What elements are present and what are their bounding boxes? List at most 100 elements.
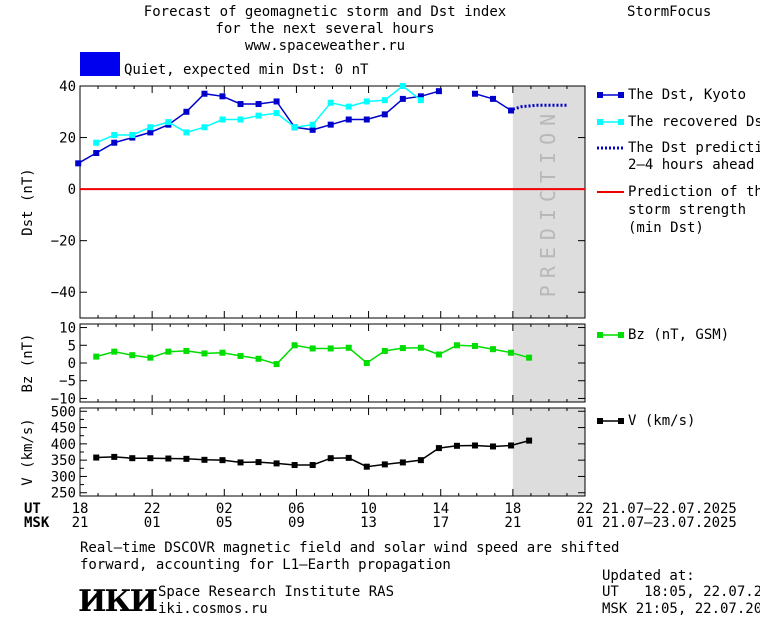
bz-panel-frame [79,323,586,403]
bz-bz-nt-gsm-point [129,352,136,359]
bz-bz-nt-gsm-point [508,349,515,356]
dst-the-dst-kyoto-point [111,139,118,146]
legend-prediction-line-1: The Dst prediction [628,140,760,156]
bz-bz-nt-gsm-point [309,345,316,352]
ut-tick-label: 22 [576,501,594,517]
ut-tick-label: 22 [143,501,161,517]
institute-site[interactable]: iki.cosmos.ru [158,601,268,617]
dst-y-tick-label: 40 [59,79,76,95]
prediction-band-label: PREDICTION [536,107,560,297]
bz-bz-nt-gsm-point [93,353,100,360]
dst-the-recovered-dst-point [183,129,190,136]
bz-y-tick-label: −10 [51,391,76,407]
v-v-km-s-legend-marker [618,418,624,424]
legend-recovered-dst: The recovered Dst [628,114,760,130]
bz-bz-nt-gsm-point [345,344,352,351]
dst-panel-frame [79,85,586,319]
dst-the-dst-kyoto-point [363,116,370,123]
v-y-tick-label: 300 [51,469,76,485]
v-v-km-s-point [417,457,424,464]
msk-tick-label: 09 [287,515,305,531]
v-v-km-s-point [381,461,388,468]
dst-the-dst-kyoto-point [435,88,442,95]
dst-the-recovered-dst-point [363,98,370,105]
v-panel-frame [79,407,586,497]
dst-the-recovered-dst-point [381,97,388,104]
dst-the-recovered-dst-legend-marker [618,119,624,125]
dst-the-dst-kyoto-point [219,93,226,100]
v-v-km-s-point [111,453,118,460]
ut-tick-label: 14 [432,501,450,517]
bz-bz-nt-gsm-point [471,342,478,349]
v-v-km-s-point [273,460,280,467]
v-v-km-s-point [237,459,244,466]
v-v-km-s-point [435,445,442,452]
dst-the-dst-kyoto-point [273,98,280,105]
legend-v: V (km/s) [628,413,696,429]
ut-date-range: 21.07–22.07.2025 [602,501,737,517]
msk-tick-label: 21 [504,515,522,531]
dst-the-dst-kyoto-point [201,90,208,97]
bz-bz-nt-gsm-point [381,347,388,354]
v-v-km-s-point [399,459,406,466]
bz-bz-nt-gsm-point [327,345,334,352]
v-v-km-s-point [508,442,515,449]
brand-name: StormFocus [627,4,712,20]
dst-the-recovered-dst-point [417,97,424,104]
dst-the-recovered-dst-point [93,139,100,146]
dst-the-recovered-dst-point [147,124,154,131]
dst-the-recovered-dst-point [399,83,406,89]
dst-the-recovered-dst-point [309,121,316,128]
v-v-km-s-point [526,437,533,444]
dst-the-recovered-dst-point [201,124,208,131]
v-y-tick-label: 250 [51,486,76,502]
footer-note-line-1: Real–time DSCOVR magnetic field and sola… [80,540,620,556]
msk-tick-label: 01 [143,515,161,531]
msk-date-range: 21.07–23.07.2025 [602,515,737,531]
bz-bz-nt-gsm-point [147,354,154,361]
dst-the-dst-kyoto-point [309,126,316,133]
v-y-tick-label: 450 [51,421,76,437]
legend-storm-line-2: storm strength [628,202,747,218]
v-v-km-s-point [255,459,262,466]
ut-tick-label: 10 [360,501,377,517]
dst-the-dst-kyoto-point [93,150,100,157]
chart-title-line-1: Forecast of geomagnetic storm and Dst in… [143,4,507,20]
dst-the-recovered-dst-point [255,112,262,119]
chart-title-url[interactable]: www.spaceweather.ru [244,38,406,54]
dst-the-dst-kyoto-point [417,93,424,100]
dst-the-dst-kyoto-point [255,101,262,108]
updated-ut: UT 18:05, 22.07.2025 [602,584,760,600]
dst-the-dst-kyoto-point [327,121,334,128]
bz-bz-nt-gsm-point [399,345,406,352]
dst-the-dst-kyoto-point [381,111,388,118]
chart-title-line-2: for the next several hours [215,21,435,37]
institute-name: Space Research Institute RAS [158,584,395,600]
msk-axis-label: MSK [24,515,50,531]
dst-the-dst-kyoto-legend-marker [597,92,603,98]
updated-msk: MSK 21:05, 22.07.2025 [602,601,760,617]
bz-bz-nt-gsm-point [273,361,280,368]
legend-storm-line-3: (min Dst) [628,220,704,236]
v-prediction-band [512,408,585,496]
dst-y-tick-label: −40 [51,285,76,301]
v-v-km-s-point [291,462,298,469]
bz-bz-nt-gsm-point [453,342,460,349]
dst-the-dst-kyoto-point [345,116,352,123]
v-v-km-s-point [471,442,478,449]
legend-storm-line-1: Prediction of the [628,184,760,200]
bz-bz-nt-gsm-point [237,352,244,359]
bz-bz-nt-gsm-legend-marker [618,332,624,338]
dst-y-tick-label: 0 [68,182,76,198]
bz-bz-nt-gsm-point [219,349,226,356]
dst-the-recovered-dst-point [237,116,244,123]
status-text: Quiet, expected min Dst: 0 nT [124,62,369,78]
updated-label: Updated at: [602,568,695,584]
dst-the-recovered-dst-legend-marker [597,119,603,125]
dst-the-dst-kyoto-point [237,101,244,108]
v-v-km-s-point [327,455,334,462]
dst-the-dst-kyoto-point [508,107,515,114]
iki-logo: ИКИ [78,584,158,619]
dst-the-recovered-dst-point [273,110,280,117]
